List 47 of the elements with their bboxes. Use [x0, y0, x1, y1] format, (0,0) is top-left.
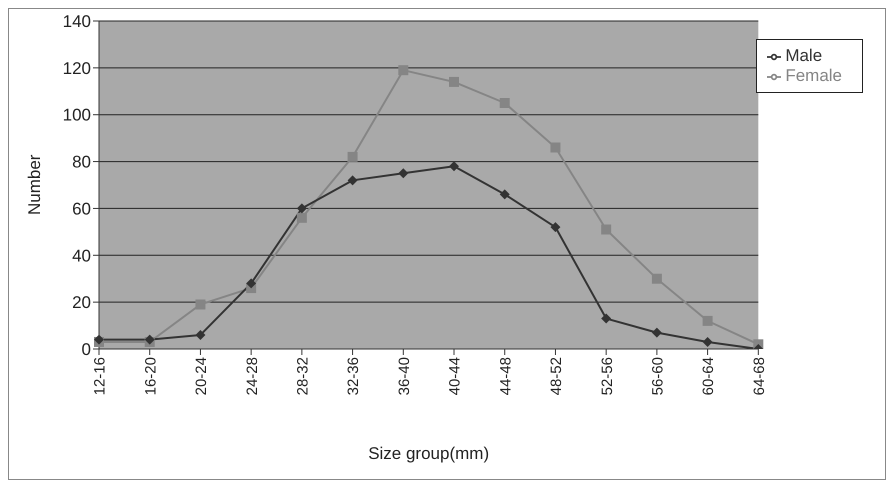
point [702, 336, 713, 347]
x-tick-label: 60-64 [700, 357, 718, 396]
point [601, 314, 612, 324]
x-tick-label: 48-52 [548, 357, 566, 396]
point [195, 299, 206, 310]
y-tick-label: 20 [72, 293, 91, 312]
point [601, 224, 612, 235]
x-tick-label: 28-32 [294, 357, 312, 396]
x-tick-label: 36-40 [396, 357, 413, 396]
x-axis-title: Size group(mm) [368, 444, 490, 463]
point [550, 142, 560, 153]
y-tick-label: 100 [62, 106, 91, 125]
point [449, 76, 460, 87]
y-tick-label: 0 [82, 340, 91, 360]
y-tick-label: 140 [62, 12, 91, 32]
point [398, 168, 408, 178]
y-tick-label: 120 [62, 58, 91, 78]
x-tick-label: 24-28 [244, 357, 261, 396]
x-tick-label: 16-20 [142, 357, 160, 396]
point [398, 65, 408, 76]
point [500, 98, 510, 108]
point [652, 328, 662, 338]
x-tick-label: 12-16 [92, 357, 109, 396]
point [702, 316, 713, 326]
point [500, 189, 510, 200]
point [246, 278, 256, 288]
point [550, 222, 560, 232]
x-tick-label: 32-36 [345, 357, 362, 396]
point [348, 152, 358, 162]
y-tick-label: 60 [72, 199, 91, 218]
y-axis-title: Number [25, 154, 44, 215]
x-tick-label: 56-60 [650, 357, 667, 396]
point [195, 330, 206, 340]
y-tick-label: 80 [72, 152, 91, 172]
x-tick-label: 40-44 [446, 357, 464, 396]
point [296, 203, 307, 214]
point [296, 212, 307, 223]
x-tick-label: 64-68 [750, 357, 768, 396]
x-tick-label: 52-56 [598, 357, 616, 396]
point [449, 161, 460, 172]
y-tick-label: 40 [72, 246, 91, 266]
legend-label: Male [785, 46, 822, 65]
legend-label: Female [785, 66, 842, 85]
point [348, 175, 358, 186]
point [652, 274, 662, 284]
x-tick-label: 44-48 [497, 357, 514, 396]
x-tick-label: 20-24 [193, 357, 210, 396]
